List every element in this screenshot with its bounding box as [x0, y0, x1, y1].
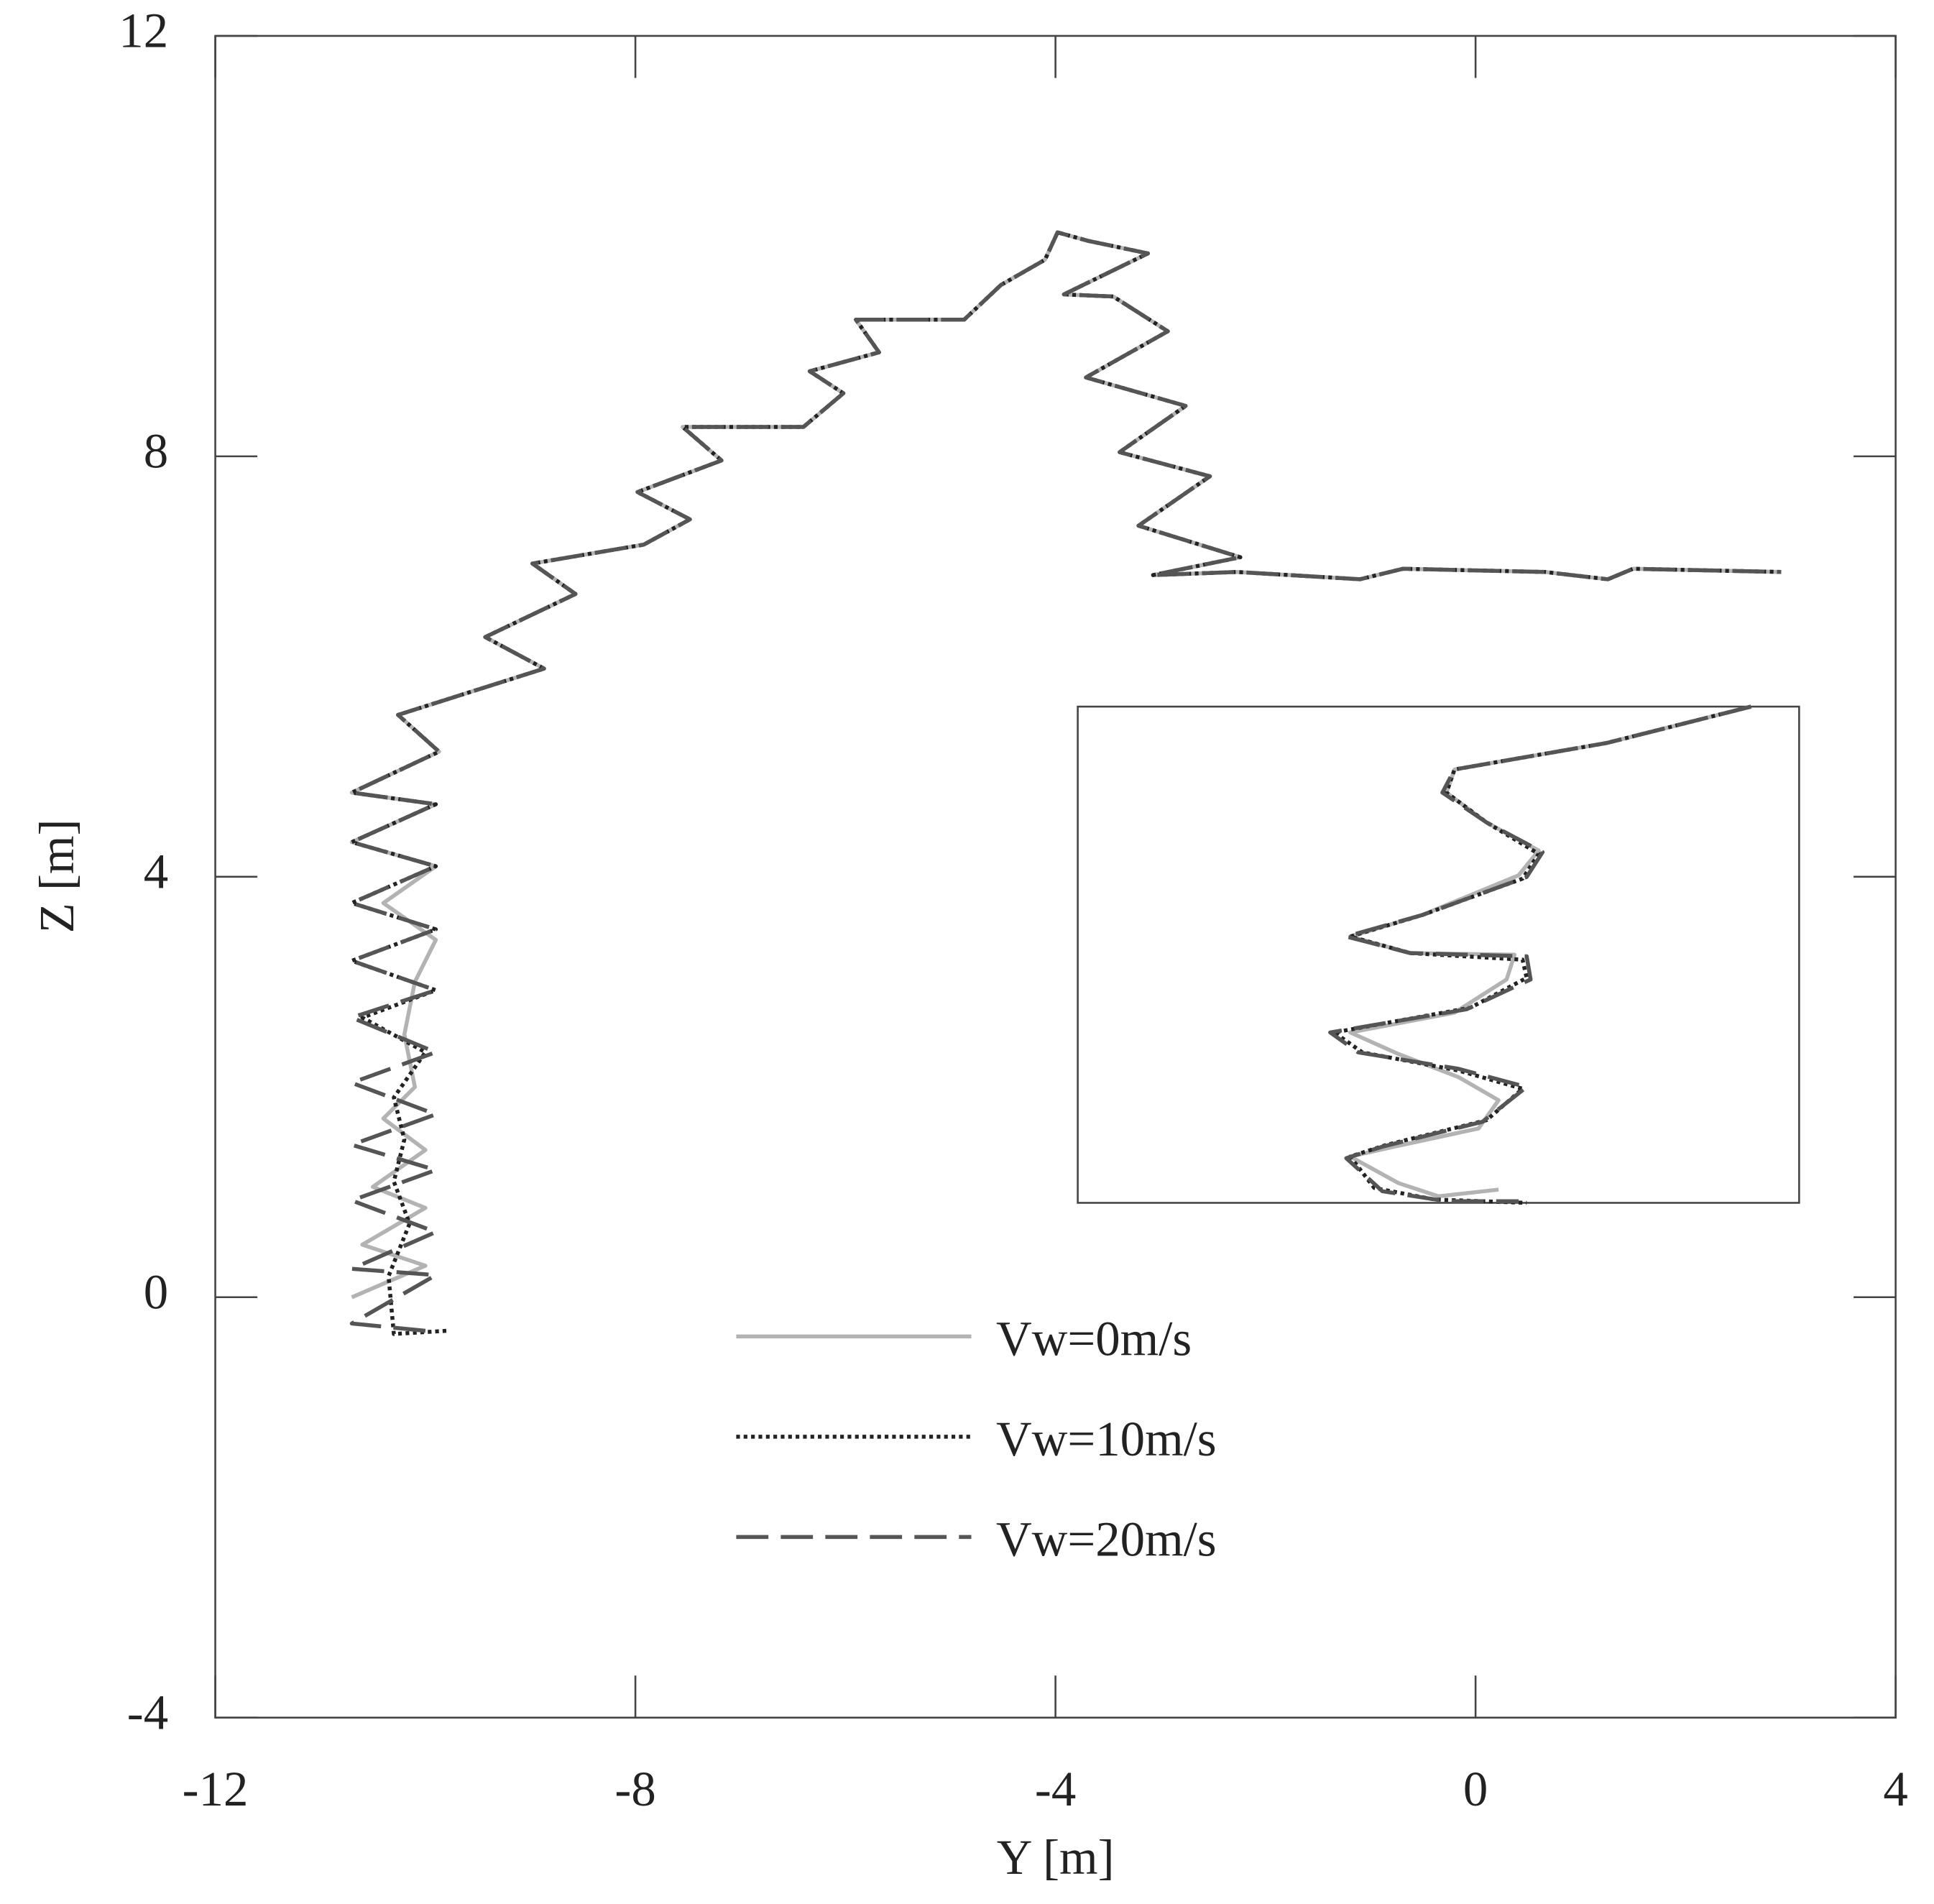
series-line	[1328, 704, 1752, 1204]
legend-label: Vw=10m/s	[996, 1412, 1217, 1466]
x-tick-label: -4	[1035, 1762, 1076, 1816]
y-axis-label: Z [m]	[29, 819, 84, 934]
y-tick-label: -4	[127, 1685, 168, 1740]
y-tick-label: 12	[119, 4, 168, 58]
y-tick-label: 8	[144, 424, 168, 479]
series-line	[349, 230, 1782, 1333]
x-tick-label: 0	[1463, 1762, 1488, 1816]
legend-label: Vw=0m/s	[996, 1312, 1192, 1366]
x-tick-label: -12	[183, 1762, 249, 1816]
x-tick-label: 4	[1883, 1762, 1907, 1816]
legend-label: Vw=20m/s	[996, 1512, 1217, 1566]
y-tick-label: 4	[144, 845, 168, 899]
x-axis-label: Y [m]	[997, 1830, 1115, 1885]
y-tick-label: 0	[144, 1265, 168, 1320]
x-tick-label: -8	[614, 1762, 655, 1816]
inset-frame	[1077, 705, 1800, 1204]
